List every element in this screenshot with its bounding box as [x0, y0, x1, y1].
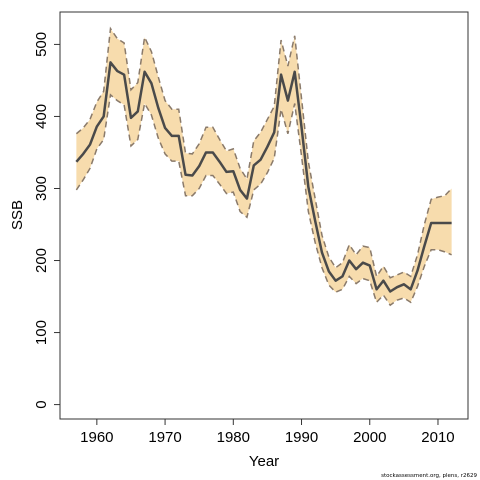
y-tick-label: 200	[33, 248, 50, 273]
upper-bound-line	[75, 26, 453, 279]
x-tick-label: 1990	[285, 429, 318, 446]
y-axis-title: SSB	[9, 200, 26, 230]
y-tick-label: 300	[33, 176, 50, 201]
y-tick-label: 400	[33, 104, 50, 129]
x-tick-label: 2010	[421, 429, 454, 446]
x-tick-label: 1960	[80, 429, 113, 446]
ssb-estimate-line	[75, 61, 452, 293]
plot-frame	[59, 11, 469, 420]
x-tick-label: 1980	[217, 429, 250, 446]
confidence-band-layer	[76, 28, 452, 306]
lower-bound-line	[75, 93, 452, 307]
confidence-band	[76, 28, 452, 306]
x-axis-title: Year	[249, 453, 279, 470]
x-axis: 1960 1970 1980 1990 2000 2010	[80, 419, 455, 446]
y-axis: 0 100 200 300 400 500	[33, 32, 60, 409]
footer-credit: stockassessment.org, plens, r2629	[381, 473, 477, 479]
series-line-layer	[75, 26, 453, 307]
y-tick-label: 100	[33, 320, 50, 345]
x-tick-label: 2000	[353, 429, 386, 446]
y-tick-label: 0	[33, 400, 50, 408]
y-tick-label: 500	[33, 32, 50, 57]
x-tick-label: 1970	[148, 429, 181, 446]
